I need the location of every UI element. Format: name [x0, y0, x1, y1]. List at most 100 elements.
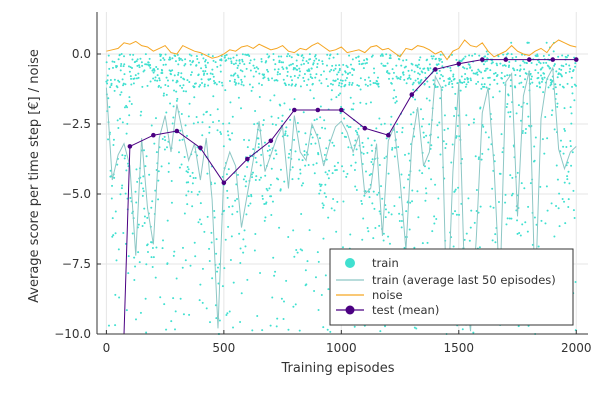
train-point — [160, 165, 163, 168]
train-point — [569, 106, 572, 109]
train-point — [311, 82, 314, 85]
train-point — [290, 79, 293, 82]
train-point — [435, 218, 438, 221]
train-point — [434, 183, 437, 186]
train-point — [308, 69, 311, 72]
train-point — [137, 76, 140, 79]
train-point — [144, 297, 147, 300]
train-point — [407, 69, 410, 72]
train-point — [231, 213, 234, 216]
train-point — [517, 325, 520, 328]
train-point — [491, 61, 494, 64]
train-point — [371, 54, 374, 57]
train-point — [454, 188, 457, 191]
train-point — [253, 123, 256, 126]
train-point — [166, 146, 169, 149]
train-point — [423, 136, 426, 139]
train-point — [155, 65, 158, 68]
train-point — [467, 197, 470, 200]
train-point — [441, 65, 444, 68]
train-point — [331, 83, 334, 86]
train-point — [508, 61, 511, 64]
train-point — [473, 53, 476, 56]
train-point — [444, 146, 447, 149]
train-point — [216, 270, 219, 273]
train-point — [409, 78, 412, 81]
train-point — [377, 82, 380, 85]
train-point — [235, 54, 238, 57]
test-point — [432, 67, 438, 72]
train-point — [230, 235, 233, 238]
train-point — [438, 69, 441, 72]
train-point — [398, 196, 401, 199]
train-point — [151, 265, 154, 268]
train-point — [220, 59, 223, 62]
train-point — [564, 71, 567, 74]
train-point — [199, 283, 202, 286]
train-point — [197, 73, 200, 76]
train-point — [363, 194, 366, 197]
train-point — [520, 105, 523, 108]
train-point — [225, 59, 228, 62]
train-point — [317, 260, 320, 263]
train-point — [562, 65, 565, 68]
train-point — [240, 292, 243, 295]
train-point — [162, 57, 165, 60]
train-point — [179, 297, 182, 300]
train-point — [320, 183, 323, 186]
test-point — [573, 57, 579, 62]
train-point — [296, 122, 299, 125]
train-point — [264, 174, 267, 177]
train-point — [365, 61, 368, 64]
train-point — [275, 153, 278, 156]
train-point — [431, 230, 434, 233]
train-point — [247, 195, 250, 198]
train-point — [352, 108, 355, 111]
train-point — [371, 158, 374, 161]
train-point — [540, 74, 543, 77]
train-point — [164, 83, 167, 86]
train-point — [417, 216, 420, 219]
train-point — [408, 74, 411, 77]
train-point — [228, 79, 231, 82]
train-point — [293, 74, 296, 77]
train-point — [201, 82, 204, 85]
noise-line — [106, 39, 577, 61]
train-point — [261, 197, 264, 200]
train-point — [210, 241, 213, 244]
train-point — [400, 173, 403, 176]
train-point — [521, 223, 524, 226]
train-point — [429, 67, 432, 70]
train-point — [205, 66, 208, 69]
train-point — [338, 67, 341, 70]
train-point — [562, 145, 565, 148]
train-point — [282, 67, 285, 70]
train-point — [321, 126, 324, 129]
train-point — [455, 58, 458, 61]
train-point — [511, 176, 514, 179]
train-point — [117, 248, 120, 251]
train-point — [120, 53, 123, 56]
train-point — [470, 69, 473, 72]
train-point — [178, 57, 181, 60]
test-point — [174, 128, 180, 134]
train-point — [552, 50, 555, 53]
train-point — [203, 230, 206, 233]
train-point — [473, 221, 476, 224]
train-point — [234, 72, 237, 75]
train-point — [454, 210, 457, 213]
train-point — [216, 108, 219, 111]
train-point — [288, 108, 291, 111]
train-point — [484, 55, 487, 58]
train-point — [287, 235, 290, 238]
train-point — [317, 309, 320, 312]
train-point — [156, 68, 159, 71]
legend-test-label: test (mean) — [372, 303, 439, 317]
train-point — [225, 313, 228, 316]
train-point — [472, 72, 475, 75]
train-point — [248, 83, 251, 86]
train-point — [279, 188, 282, 191]
train-point — [112, 234, 115, 237]
train-point — [236, 67, 239, 70]
train-point — [317, 153, 320, 156]
